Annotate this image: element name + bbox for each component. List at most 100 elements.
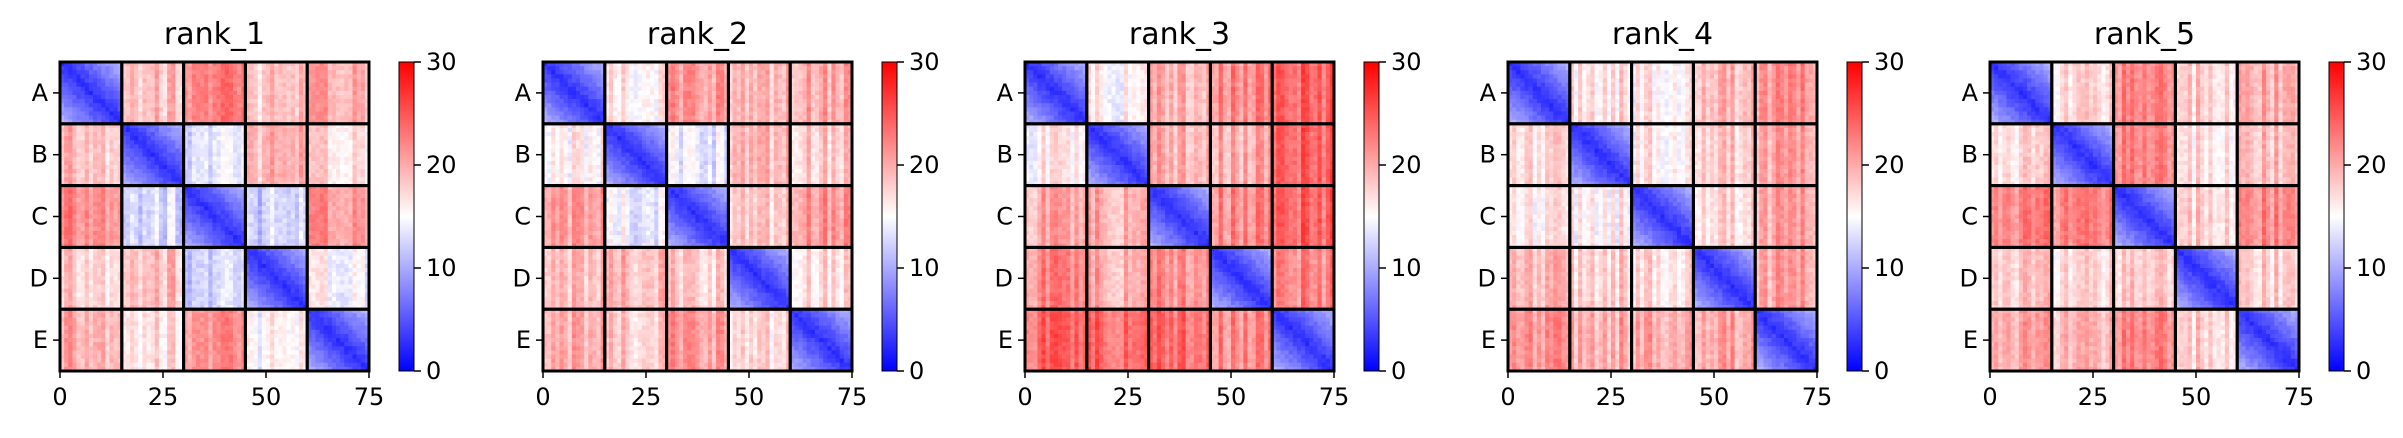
heatmap-cell (97, 116, 101, 120)
heatmap-cell (344, 136, 348, 140)
heatmap-cell (204, 322, 208, 326)
heatmap-cell (229, 140, 233, 144)
heatmap-cell (76, 330, 80, 334)
heatmap-cell (287, 136, 291, 140)
heatmap-cell (274, 173, 278, 177)
heatmap-cell (212, 136, 216, 140)
heatmap-cell (340, 297, 344, 301)
heatmap-cell (85, 276, 89, 280)
heatmap-cell (101, 231, 105, 235)
heatmap-cell (344, 99, 348, 103)
heatmap-cell (167, 161, 171, 165)
heatmap-cell (237, 231, 241, 235)
heatmap-cell (138, 322, 142, 326)
heatmap-cell (274, 83, 278, 87)
heatmap-cell (348, 330, 352, 334)
heatmap-cell (167, 157, 171, 161)
heatmap-cell (101, 264, 105, 268)
heatmap-cell (72, 107, 76, 111)
heatmap-cell (76, 116, 80, 120)
heatmap-cell (105, 219, 109, 223)
heatmap-cell (361, 252, 365, 256)
heatmap-cell (299, 326, 303, 330)
heatmap-cell (353, 268, 357, 272)
heatmap-cell (311, 153, 315, 157)
heatmap-cell (282, 289, 286, 293)
heatmap-cell (274, 99, 278, 103)
heatmap-cell (151, 111, 155, 115)
heatmap-cell (270, 297, 274, 301)
heatmap-cell (357, 293, 361, 297)
heatmap-cell (225, 136, 229, 140)
heatmap-cell (105, 103, 109, 107)
heatmap-cell (328, 280, 332, 284)
heatmap-cell (151, 161, 155, 165)
heatmap-cell (200, 83, 204, 87)
heatmap-cell (282, 260, 286, 264)
heatmap-cell (344, 317, 348, 321)
heatmap-cell (81, 289, 85, 293)
heatmap-cell (76, 157, 80, 161)
heatmap-cell (204, 280, 208, 284)
heatmap-cell (142, 272, 146, 276)
heatmap-cell (221, 202, 225, 206)
heatmap-cell (250, 252, 254, 256)
heatmap-cell (200, 153, 204, 157)
heatmap-cell (221, 334, 225, 338)
heatmap-cell (295, 280, 299, 284)
heatmap-cell (336, 317, 340, 321)
heatmap-cell (344, 149, 348, 153)
heatmap-cell (258, 95, 262, 99)
heatmap-cell (217, 74, 221, 78)
heatmap-cell (76, 252, 80, 256)
heatmap-cell (138, 260, 142, 264)
heatmap-cell (254, 268, 258, 272)
heatmap-cell (282, 214, 286, 218)
heatmap-cell (258, 91, 262, 95)
heatmap-cell (85, 297, 89, 301)
heatmap-cell (361, 95, 365, 99)
heatmap-cell (311, 284, 315, 288)
heatmap-cell (250, 317, 254, 321)
heatmap-cell (250, 264, 254, 268)
heatmap-cell (105, 165, 109, 169)
heatmap-cell (163, 144, 167, 148)
heatmap-cell (212, 165, 216, 169)
heatmap-cell (344, 227, 348, 231)
heatmap-cell (151, 132, 155, 136)
heatmap-cell (320, 83, 324, 87)
heatmap-cell (361, 140, 365, 144)
heatmap-cell (225, 334, 229, 338)
heatmap-cell (328, 276, 332, 280)
heatmap-cell (217, 95, 221, 99)
heatmap-cell (138, 91, 142, 95)
heatmap-cell (212, 161, 216, 165)
heatmap-cell (192, 136, 196, 140)
heatmap-cell (163, 128, 167, 132)
heatmap-cell (221, 107, 225, 111)
heatmap-cell (320, 260, 324, 264)
heatmap-cell (105, 206, 109, 210)
heatmap-cell (72, 214, 76, 218)
heatmap-cell (212, 313, 216, 317)
heatmap-cell (278, 136, 282, 140)
heatmap-cell (311, 194, 315, 198)
heatmap-cell (225, 293, 229, 297)
heatmap-cell (101, 144, 105, 148)
heatmap-cell (344, 103, 348, 107)
heatmap-cell (138, 95, 142, 99)
heatmap-cell (291, 169, 295, 173)
heatmap-cell (85, 202, 89, 206)
heatmap-cell (109, 190, 113, 194)
heatmap-cell (171, 66, 175, 70)
heatmap-cell (353, 157, 357, 161)
heatmap-cell (101, 132, 105, 136)
heatmap-cell (332, 66, 336, 70)
heatmap-cell (155, 326, 159, 330)
heatmap-cell (188, 140, 192, 144)
heatmap-cell (361, 330, 365, 334)
heatmap-cell (299, 116, 303, 120)
heatmap-cell (196, 194, 200, 198)
heatmap-cell (142, 66, 146, 70)
heatmap-cell (138, 83, 142, 87)
